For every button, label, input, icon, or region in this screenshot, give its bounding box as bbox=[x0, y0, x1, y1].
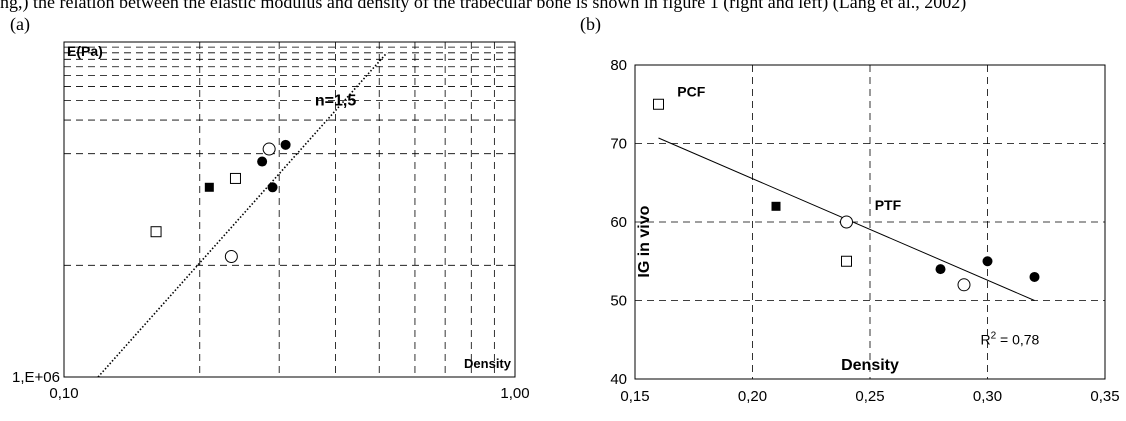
caption-text: ng,) the relation between the elastic mo… bbox=[0, 0, 967, 12]
y-axis-title-a: E(Pa) bbox=[67, 43, 103, 59]
y-tick-label-b: 60 bbox=[610, 214, 627, 231]
x-tick-label-b: 0,25 bbox=[855, 388, 884, 405]
x-tick-label-a: 0,10 bbox=[49, 385, 78, 402]
r-squared-superscript: 2 bbox=[991, 330, 997, 341]
data-point-a bbox=[150, 226, 162, 238]
panel-label-b: (b) bbox=[580, 14, 601, 34]
r-squared-value: = 0,78 bbox=[996, 331, 1039, 347]
y-tick-label-b: 70 bbox=[610, 136, 627, 153]
x-tick-label-b: 0,20 bbox=[738, 388, 767, 405]
data-point-b bbox=[840, 215, 853, 229]
ptf-label: PTF bbox=[875, 197, 902, 213]
data-point-b bbox=[841, 255, 852, 267]
y-tick-label-b: 40 bbox=[610, 371, 627, 388]
y-tick-label-a: 1,E+06 bbox=[12, 369, 60, 386]
r-squared-prefix: R bbox=[980, 331, 990, 347]
r-squared-label: R2 = 0,78 bbox=[980, 330, 1039, 347]
data-point-a bbox=[229, 172, 241, 184]
data-point-a bbox=[204, 182, 214, 192]
data-point-a bbox=[267, 182, 278, 193]
data-point-b bbox=[771, 201, 781, 211]
fit-line-a bbox=[97, 52, 388, 378]
plot-frame-a bbox=[63, 41, 516, 378]
data-point-a bbox=[280, 139, 291, 150]
x-tick-label-b: 0,30 bbox=[973, 388, 1002, 405]
data-point-b bbox=[935, 264, 946, 275]
caption-fragment: ng,) the relation between the elastic mo… bbox=[0, 0, 1126, 16]
pcf-label: PCF bbox=[677, 83, 705, 99]
data-point-a bbox=[224, 249, 238, 263]
x-axis-title-b: Density bbox=[841, 357, 899, 374]
x-tick-label-b: 0,35 bbox=[1090, 388, 1119, 405]
data-point-b bbox=[957, 278, 971, 292]
data-point-b bbox=[982, 256, 993, 267]
panel-label-a: (a) bbox=[10, 14, 30, 34]
slope-annotation: n=1,5 bbox=[315, 92, 356, 109]
y-tick-label-b: 80 bbox=[610, 57, 627, 74]
data-point-a bbox=[257, 156, 268, 167]
data-point-b bbox=[1029, 271, 1040, 282]
x-tick-label-a: 1,00 bbox=[500, 385, 529, 402]
data-point-a bbox=[262, 142, 276, 156]
data-point-b bbox=[653, 98, 664, 110]
y-axis-title-b: IG in vivo bbox=[636, 205, 653, 277]
y-tick-label-b: 50 bbox=[610, 293, 627, 310]
x-tick-label-b: 0,15 bbox=[620, 388, 649, 405]
x-axis-title-a: Density bbox=[464, 356, 512, 371]
